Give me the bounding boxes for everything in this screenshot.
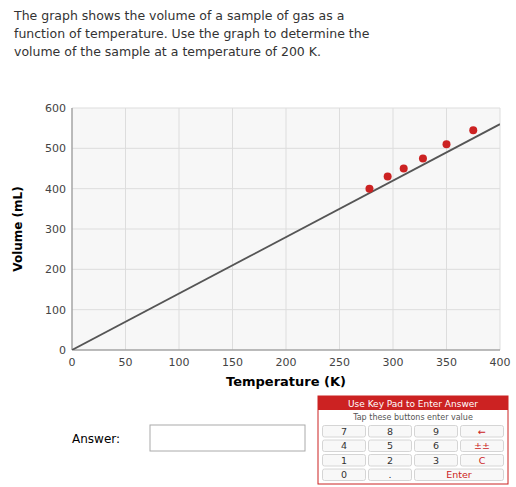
answer-label: Answer: xyxy=(72,432,120,446)
keypad-frame xyxy=(318,396,508,484)
keypad-subtitle: Tap these buttons enter value xyxy=(352,413,473,422)
y-tick-label: 600 xyxy=(45,102,66,115)
trend-line xyxy=(72,124,500,350)
keypad-key-label: 7 xyxy=(341,426,347,437)
y-grid-line xyxy=(72,148,500,149)
keypad-key-label: 9 xyxy=(433,426,439,437)
data-point xyxy=(419,154,427,162)
x-grid-line xyxy=(72,108,73,350)
keypad-title: Use Key Pad to Enter Answer xyxy=(348,399,478,409)
keypad-key-label: ← xyxy=(478,426,486,437)
y-tick-label: 400 xyxy=(45,183,66,196)
y-tick-label: 300 xyxy=(45,223,66,236)
data-point xyxy=(365,185,373,193)
keypad-key-label: 6 xyxy=(433,440,439,451)
keypad-key xyxy=(461,455,504,467)
keypad-key xyxy=(461,440,504,452)
keypad-key-label: 5 xyxy=(387,440,393,451)
marks xyxy=(72,124,500,350)
keypad-key-label: 2 xyxy=(387,455,393,466)
keypad-key xyxy=(461,426,504,438)
x-tick-label: 200 xyxy=(276,356,297,369)
x-tick-label: 150 xyxy=(222,356,243,369)
chart: The graph shows the volume of a sample o… xyxy=(0,0,516,487)
y-grid-line xyxy=(72,269,500,270)
y-grid-line xyxy=(72,108,500,109)
x-tick-label: 300 xyxy=(383,356,404,369)
x-tick-label: 250 xyxy=(329,356,350,369)
y-tick-label: 500 xyxy=(45,142,66,155)
keypad-key xyxy=(369,455,412,467)
x-tick-label: 100 xyxy=(169,356,190,369)
data-point xyxy=(443,140,451,148)
keypad-key xyxy=(323,455,366,467)
y-tick-label: 200 xyxy=(45,263,66,276)
y-grid-line xyxy=(72,350,500,351)
keypad-title-bar xyxy=(318,396,508,410)
grid xyxy=(72,108,500,350)
description: volume of the sample at a temperature of… xyxy=(14,44,321,59)
keypad-key-label: 8 xyxy=(387,426,393,437)
x-tick-label: 400 xyxy=(490,356,511,369)
keypad-key-label: C xyxy=(479,455,486,466)
plot-background xyxy=(72,108,500,350)
keypad-key xyxy=(415,440,458,452)
keypad-key xyxy=(369,426,412,438)
keypad-key-label: ±± xyxy=(474,440,490,451)
keypad: Use Key Pad to Enter Answer Tap these but… xyxy=(318,396,508,484)
keypad-key-label: 1 xyxy=(341,455,347,466)
keypad-key-label: . xyxy=(388,469,391,480)
y-grid-line xyxy=(72,188,500,189)
x-tick-label: 350 xyxy=(436,356,457,369)
y-tick-label: 100 xyxy=(45,304,66,317)
keypad-key-label: 3 xyxy=(433,455,439,466)
x-axis-label: Temperature (K) xyxy=(226,374,346,389)
keypad-key-label: Enter xyxy=(446,469,472,480)
description: function of temperature. Use the graph t… xyxy=(14,26,370,41)
data-point xyxy=(400,165,408,173)
x-tick-label: 0 xyxy=(69,356,76,369)
keypad-key xyxy=(415,455,458,467)
keypad-key xyxy=(369,469,412,481)
x-axis-line xyxy=(72,350,500,351)
y-axis-label: Volume (mL) xyxy=(11,186,25,271)
y-tick-label: 0 xyxy=(59,344,66,357)
keypad-key-label: 4 xyxy=(341,440,347,451)
data-point xyxy=(469,126,477,134)
answer-box xyxy=(150,425,305,451)
keypad-key xyxy=(323,469,366,481)
keypad-key xyxy=(323,426,366,438)
y-grid-line xyxy=(72,309,500,310)
data-point xyxy=(384,173,392,181)
x-tick-label: 50 xyxy=(119,356,133,369)
keypad-key xyxy=(323,440,366,452)
description: The graph shows the volume of a sample o… xyxy=(13,8,344,23)
y-grid-line xyxy=(72,229,500,230)
keypad-key-label: 0 xyxy=(341,469,347,480)
keypad-key xyxy=(369,440,412,452)
y-axis-line xyxy=(72,108,73,350)
keypad-key xyxy=(415,426,458,438)
keypad-key xyxy=(415,469,504,481)
